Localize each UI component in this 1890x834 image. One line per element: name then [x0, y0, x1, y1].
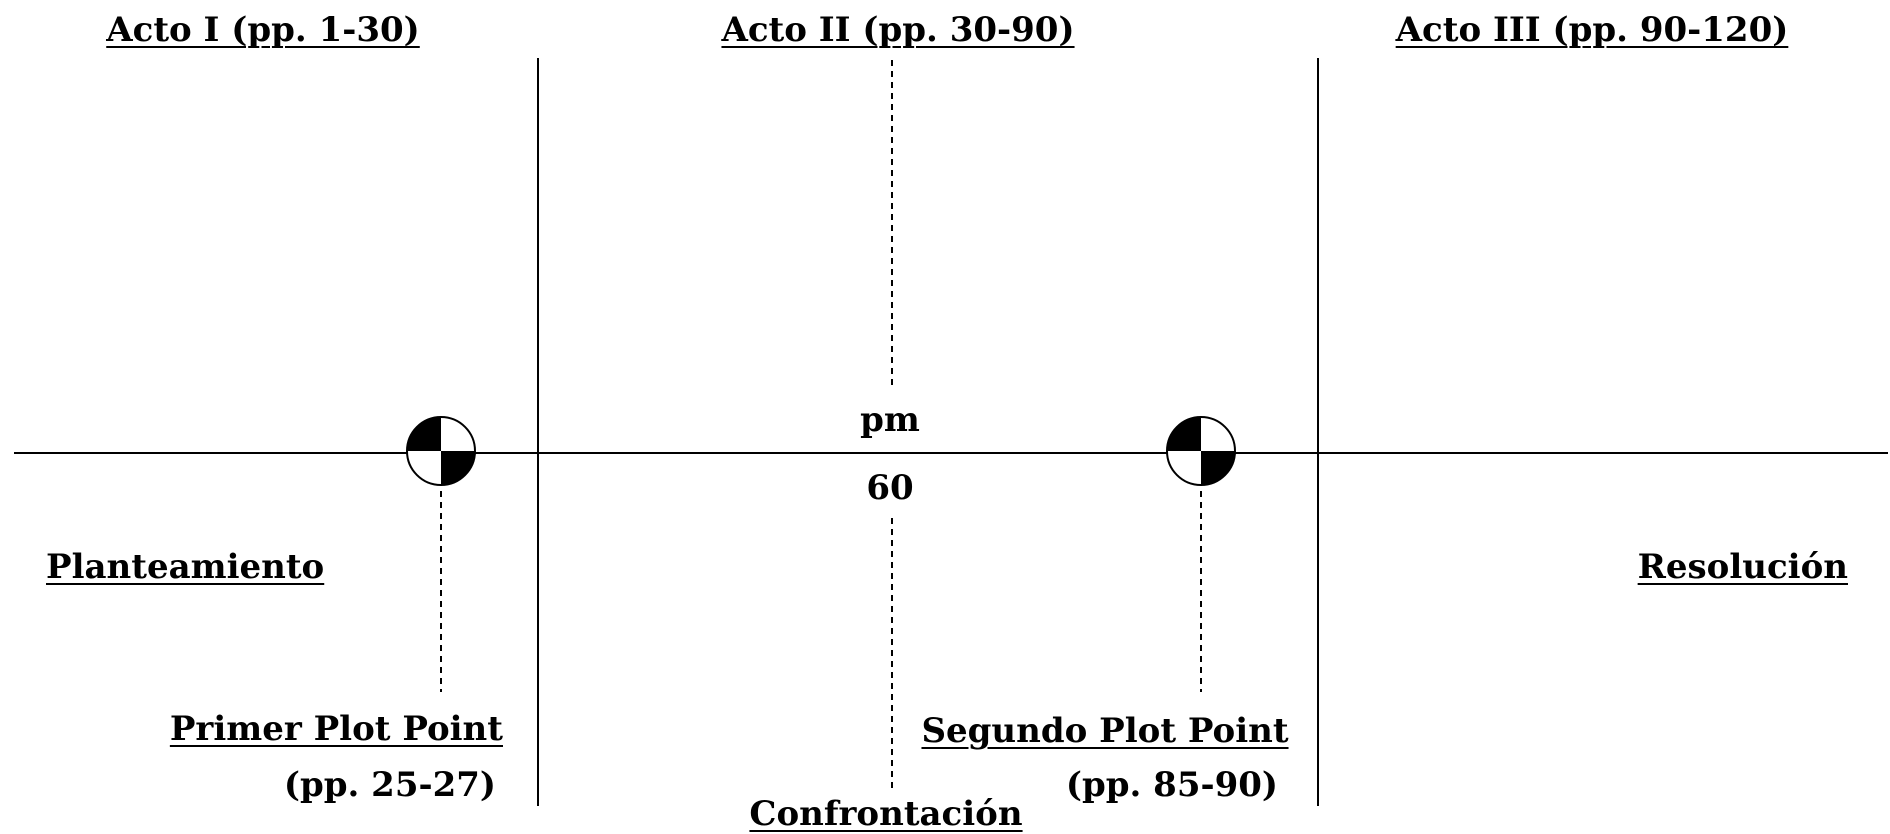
plot-point-2-marker: [1166, 416, 1236, 486]
midpoint-label: pm: [860, 400, 920, 440]
act-2-heading: Acto II (pp. 30-90): [721, 10, 1075, 50]
plot-point-1-marker: [406, 416, 476, 486]
midpoint-page: 60: [866, 468, 914, 508]
setup-label: Planteamiento: [46, 547, 325, 587]
plot-point-2-pages: (pp. 85-90): [1065, 765, 1278, 805]
plot-point-1-pages: (pp. 25-27): [283, 765, 496, 805]
plot-point-2-name: Segundo Plot Point: [921, 711, 1289, 751]
act-3-heading: Acto III (pp. 90-120): [1395, 10, 1789, 50]
act-1-heading: Acto I (pp. 1-30): [106, 10, 420, 50]
plot-point-1-name: Primer Plot Point: [169, 709, 503, 749]
resolution-label: Resolución: [1637, 547, 1848, 587]
confrontation-label: Confrontación: [749, 794, 1023, 834]
